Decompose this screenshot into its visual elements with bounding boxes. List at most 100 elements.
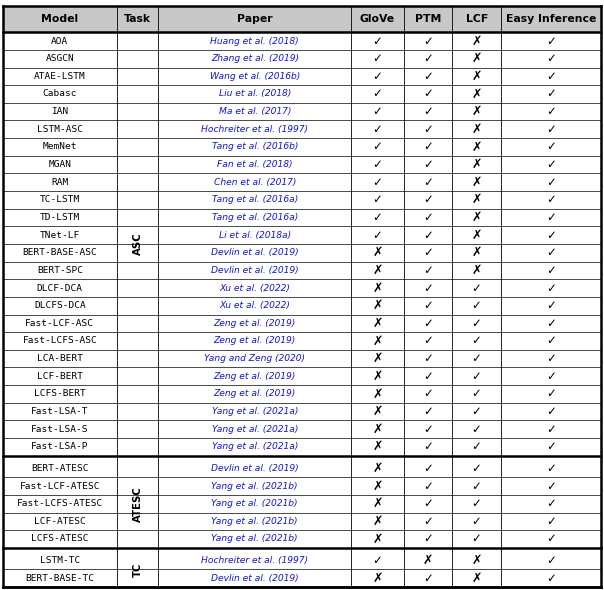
Text: ✓: ✓ [423, 370, 433, 383]
Text: Fast-LCFS-ASC: Fast-LCFS-ASC [22, 336, 97, 346]
Text: LCF-BERT: LCF-BERT [37, 372, 83, 381]
Bar [3, 420, 601, 438]
Text: ✓: ✓ [423, 480, 433, 493]
Text: Tang et al. (2016a): Tang et al. (2016a) [211, 213, 298, 222]
Text: ✗: ✗ [471, 35, 482, 48]
Text: ✓: ✓ [546, 533, 556, 546]
Text: LCFS-ATESC: LCFS-ATESC [31, 535, 89, 543]
Text: BERT-BASE-TC: BERT-BASE-TC [25, 573, 94, 583]
Text: ATESC: ATESC [132, 486, 143, 522]
Text: ✓: ✓ [546, 370, 556, 383]
Text: ✓: ✓ [423, 176, 433, 189]
Text: ✓: ✓ [472, 388, 481, 401]
Text: ✗: ✗ [372, 572, 382, 585]
Bar [3, 314, 601, 332]
Text: ✗: ✗ [372, 299, 382, 312]
Text: ✓: ✓ [546, 572, 556, 585]
Bar [3, 530, 601, 548]
Text: TNet-LF: TNet-LF [40, 231, 80, 240]
Text: Fast-LSA-P: Fast-LSA-P [31, 442, 89, 451]
Text: ✓: ✓ [472, 440, 481, 453]
Bar [3, 332, 601, 350]
Text: ✓: ✓ [423, 140, 433, 153]
Text: Devlin et al. (2019): Devlin et al. (2019) [211, 464, 298, 473]
Text: ✗: ✗ [372, 317, 382, 330]
Text: Ma et al. (2017): Ma et al. (2017) [219, 107, 291, 116]
Bar [3, 261, 601, 279]
Text: ✗: ✗ [372, 335, 382, 348]
Text: ✗: ✗ [372, 480, 382, 493]
Text: ✓: ✓ [423, 87, 433, 100]
Text: ✓: ✓ [423, 335, 433, 348]
Text: ✓: ✓ [546, 281, 556, 294]
Text: ✓: ✓ [546, 352, 556, 365]
Text: Devlin et al. (2019): Devlin et al. (2019) [211, 573, 298, 583]
Text: ✓: ✓ [423, 388, 433, 401]
Text: ✓: ✓ [373, 176, 382, 189]
Text: ✓: ✓ [373, 228, 382, 242]
Bar [3, 569, 601, 587]
Text: ✓: ✓ [373, 105, 382, 118]
Text: DLCF-DCA: DLCF-DCA [37, 284, 83, 293]
Text: Yang et al. (2021b): Yang et al. (2021b) [211, 499, 298, 508]
Text: ✓: ✓ [546, 52, 556, 65]
Text: Yang et al. (2021a): Yang et al. (2021a) [211, 407, 298, 416]
Text: ✗: ✗ [372, 370, 382, 383]
Text: ✓: ✓ [472, 480, 481, 493]
Text: ✓: ✓ [546, 440, 556, 453]
Bar [3, 67, 601, 85]
Bar [3, 191, 601, 209]
Text: LCA-BERT: LCA-BERT [37, 354, 83, 363]
Text: ✓: ✓ [546, 228, 556, 242]
Text: ✓: ✓ [423, 405, 433, 418]
Text: ✗: ✗ [471, 158, 482, 171]
Text: ✓: ✓ [423, 440, 433, 453]
Text: ✗: ✗ [423, 554, 433, 567]
Text: Yang et al. (2021a): Yang et al. (2021a) [211, 425, 298, 434]
Bar [3, 32, 601, 50]
Text: ✓: ✓ [423, 515, 433, 528]
Text: ✓: ✓ [472, 335, 481, 348]
Text: ✗: ✗ [372, 515, 382, 528]
Text: ✗: ✗ [372, 281, 382, 294]
Text: Zeng et al. (2019): Zeng et al. (2019) [214, 319, 296, 328]
Text: ✓: ✓ [546, 515, 556, 528]
Bar [3, 103, 601, 120]
Text: Yang et al. (2021a): Yang et al. (2021a) [211, 442, 298, 451]
Text: ✓: ✓ [546, 388, 556, 401]
Text: ✗: ✗ [471, 176, 482, 189]
Bar [3, 350, 601, 368]
Bar [3, 6, 601, 32]
Text: ✗: ✗ [372, 440, 382, 453]
Text: ✓: ✓ [423, 123, 433, 136]
Text: Zeng et al. (2019): Zeng et al. (2019) [214, 389, 296, 398]
Bar [3, 209, 601, 227]
Text: ✓: ✓ [546, 335, 556, 348]
Text: ✗: ✗ [471, 572, 482, 585]
Text: Yang et al. (2021b): Yang et al. (2021b) [211, 535, 298, 543]
Text: ✗: ✗ [471, 554, 482, 567]
Text: ✓: ✓ [423, 462, 433, 475]
Text: ✓: ✓ [546, 554, 556, 567]
Text: ✗: ✗ [471, 70, 482, 83]
Text: ✓: ✓ [546, 264, 556, 277]
Text: ✓: ✓ [546, 123, 556, 136]
Text: ✓: ✓ [472, 422, 481, 435]
Bar [3, 85, 601, 103]
Text: ✓: ✓ [423, 246, 433, 259]
Bar [3, 495, 601, 513]
Text: Yang et al. (2021b): Yang et al. (2021b) [211, 481, 298, 490]
Text: ✓: ✓ [423, 422, 433, 435]
Text: IAN: IAN [51, 107, 68, 116]
Text: ✗: ✗ [372, 462, 382, 475]
Text: ✓: ✓ [546, 405, 556, 418]
Text: Yang et al. (2021b): Yang et al. (2021b) [211, 517, 298, 526]
Text: ✗: ✗ [471, 52, 482, 65]
Text: ✓: ✓ [472, 352, 481, 365]
Text: LSTM-TC: LSTM-TC [40, 556, 80, 565]
Text: ✓: ✓ [423, 105, 433, 118]
Text: ATAE-LSTM: ATAE-LSTM [34, 72, 86, 81]
Text: ✓: ✓ [423, 35, 433, 48]
Text: ✓: ✓ [546, 194, 556, 206]
Bar [3, 297, 601, 314]
